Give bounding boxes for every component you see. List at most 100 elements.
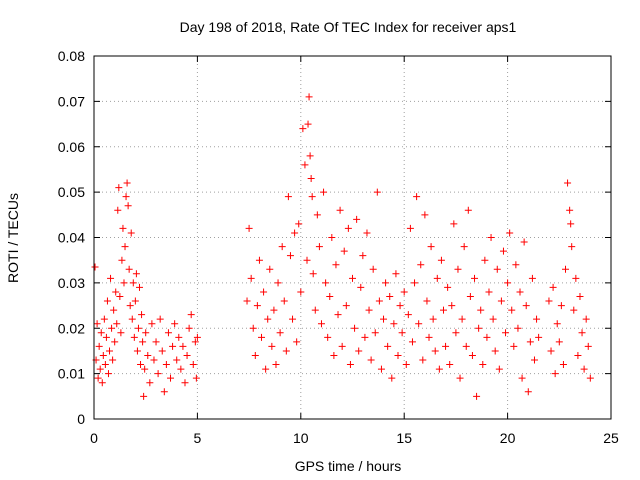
data-point	[367, 356, 375, 364]
data-point	[566, 206, 574, 214]
data-point	[398, 329, 406, 337]
data-point	[328, 234, 336, 241]
data-point	[103, 297, 111, 305]
data-point	[308, 193, 316, 201]
x-tick-label: 10	[293, 430, 309, 446]
data-point	[251, 351, 259, 359]
data-point	[171, 320, 179, 328]
data-point	[388, 374, 396, 382]
data-point	[582, 315, 590, 323]
data-point	[375, 297, 383, 305]
data-point	[177, 365, 185, 373]
data-point	[578, 329, 586, 337]
data-point	[167, 374, 175, 382]
chart-title: Day 198 of 2018, Rate Of TEC Index for r…	[180, 19, 517, 35]
data-point	[93, 320, 101, 328]
data-point	[330, 351, 338, 359]
data-point	[116, 292, 124, 300]
data-point	[128, 315, 136, 323]
data-point	[191, 338, 199, 346]
y-tick-label: 0.01	[58, 366, 85, 382]
data-point	[512, 261, 520, 269]
data-point	[164, 329, 172, 337]
data-point	[144, 351, 152, 359]
data-point	[179, 342, 187, 350]
data-point	[404, 311, 412, 319]
data-point	[406, 224, 414, 232]
data-point	[278, 243, 286, 251]
data-point	[353, 215, 361, 223]
data-point	[126, 302, 134, 310]
data-point	[127, 229, 135, 237]
data-point	[187, 311, 195, 319]
data-point	[131, 297, 139, 305]
data-point	[562, 265, 570, 273]
data-point	[580, 365, 588, 373]
data-point	[264, 315, 272, 323]
data-point	[456, 374, 464, 382]
data-point	[516, 288, 524, 296]
data-point	[102, 333, 110, 341]
data-point	[551, 370, 559, 378]
data-point	[338, 342, 346, 350]
data-point	[135, 283, 143, 291]
data-point	[272, 361, 280, 369]
data-point	[421, 211, 429, 219]
data-point	[394, 351, 402, 359]
data-point	[495, 365, 503, 373]
data-point	[508, 306, 516, 314]
data-point	[377, 365, 385, 373]
data-point	[473, 392, 481, 400]
data-point	[444, 283, 452, 291]
data-point	[408, 338, 416, 346]
data-point	[464, 206, 472, 214]
data-point	[260, 288, 268, 296]
data-point	[342, 302, 350, 310]
data-point	[411, 279, 419, 287]
data-point	[361, 333, 369, 341]
data-point	[125, 265, 133, 273]
data-point	[181, 379, 189, 387]
data-point	[138, 311, 146, 319]
data-point	[564, 179, 572, 187]
data-point	[431, 347, 439, 355]
y-axis-label: ROTI / TECUs	[5, 193, 21, 283]
data-point	[559, 361, 567, 369]
data-point	[110, 306, 118, 314]
data-point	[320, 188, 328, 196]
data-point	[326, 292, 334, 300]
data-point	[386, 292, 394, 300]
data-point	[111, 338, 119, 346]
data-point	[522, 302, 530, 310]
data-point	[427, 243, 435, 251]
data-point	[332, 261, 340, 269]
data-point	[462, 342, 470, 350]
data-point	[108, 324, 116, 332]
data-point	[313, 211, 321, 219]
data-point	[322, 279, 330, 287]
axis-ticks	[93, 55, 612, 420]
y-tick-label: 0.08	[58, 48, 85, 64]
data-point	[439, 306, 447, 314]
data-point	[400, 288, 408, 296]
data-point	[305, 93, 313, 101]
data-point	[113, 320, 121, 328]
grid	[94, 56, 611, 419]
data-point	[303, 256, 311, 264]
data-point	[518, 374, 526, 382]
data-point	[121, 243, 129, 251]
data-point	[417, 261, 425, 269]
data-point	[142, 329, 150, 337]
data-point	[479, 361, 487, 369]
data-point	[299, 125, 307, 133]
data-point	[483, 333, 491, 341]
data-point	[359, 252, 367, 260]
data-point	[533, 315, 541, 323]
data-point	[183, 351, 191, 359]
data-point	[114, 206, 122, 214]
data-point	[491, 347, 499, 355]
data-point	[297, 288, 305, 296]
data-point	[150, 356, 158, 364]
data-point	[419, 356, 427, 364]
data-point	[158, 347, 166, 355]
